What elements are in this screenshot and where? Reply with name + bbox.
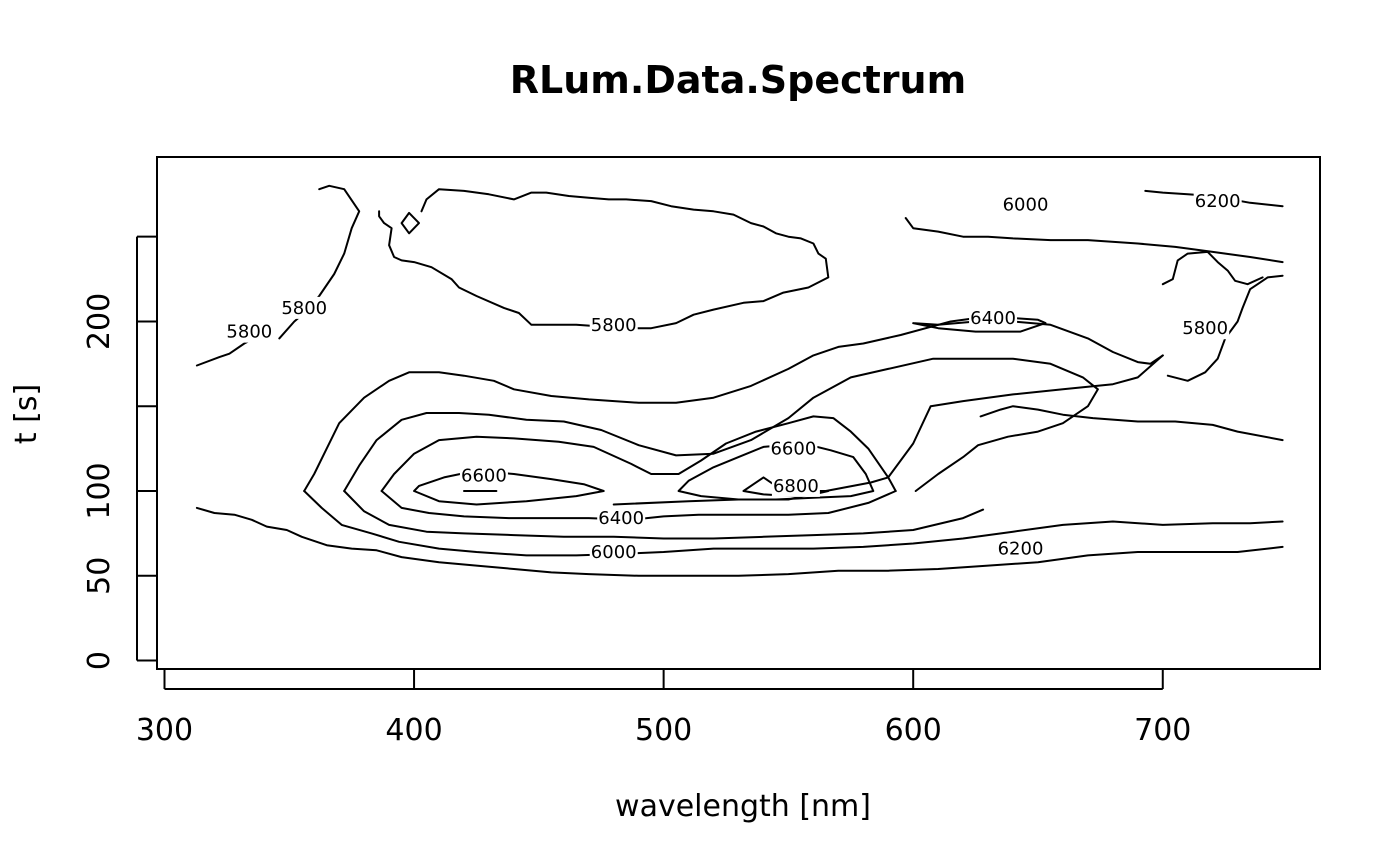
chart-title: RLum.Data.Spectrum [510,58,966,102]
contour-label-bg [589,541,638,564]
contour-label-bg [597,507,646,530]
contour-labels: 5800580058005800580060006000620062006400… [225,190,1242,564]
x-tick-label: 700 [1134,713,1191,748]
contour-line-6200 [343,357,1099,492]
contour-label-bg [771,474,820,497]
contour-label: 6800 [773,476,819,497]
contour-label-bg [1193,190,1242,213]
contour-label-bg [589,313,638,336]
contour-label-bg [459,464,508,487]
contour-line-6000 [612,354,1164,506]
contour-label-bg [225,320,274,343]
contour-line-6000 [303,320,1164,492]
contour-label-bg [996,537,1045,560]
y-tick-label: 100 [82,462,117,519]
y-tick-label: 50 [82,557,117,595]
x-tick-label: 600 [885,713,942,748]
contour-line-6600 [677,442,875,501]
contour-label-bg [969,307,1018,330]
contour-line-6400 [912,317,1047,333]
y-axis-title: t [s] [9,384,44,444]
contour-lines [195,184,1284,577]
contour-line-6000 [979,405,1284,442]
contour-line-6000 [303,490,1284,557]
x-axis-title: wavelength [nm] [615,789,871,824]
y-tick-label: 0 [82,651,117,670]
contour-label: 6200 [998,539,1044,560]
y-axis: 0 50 100 200 [82,235,157,670]
contour-label-bg [280,296,329,319]
contour-label: 5800 [591,315,637,336]
contour-label: 6200 [1195,191,1241,212]
contour-line-6600 [413,469,605,506]
contour-label-bg [1181,317,1230,340]
contour-line-6400 [380,415,897,492]
contour-label: 6400 [970,308,1016,329]
contour-label: 6000 [591,542,637,563]
contour-label: 6400 [598,508,644,529]
x-tick-label: 500 [635,713,692,748]
x-tick-label: 400 [385,713,442,748]
x-axis: 300 400 500 600 700 [136,668,1191,748]
contour-line-5800 [400,211,420,235]
y-tick-label: 200 [82,293,117,350]
contour-label-bg [1001,193,1050,216]
contour-label: 5800 [1182,318,1228,339]
contour-label-bg [769,437,818,460]
plot-frame [156,156,1321,670]
contour-line-6200 [343,490,985,540]
contour-label: 6000 [1003,194,1049,215]
contour-label: 5800 [281,298,327,319]
contour-line-6000 [904,217,1284,264]
contour-line-5800 [195,506,1284,577]
contour-line-5800 [378,188,830,330]
contour-line-5800 [1166,274,1284,382]
contour-line-5800 [1161,250,1264,286]
x-tick-label: 300 [136,713,193,748]
contour-label: 6600 [461,466,507,487]
contour-label: 6600 [770,439,816,460]
contour-label: 5800 [226,322,272,343]
